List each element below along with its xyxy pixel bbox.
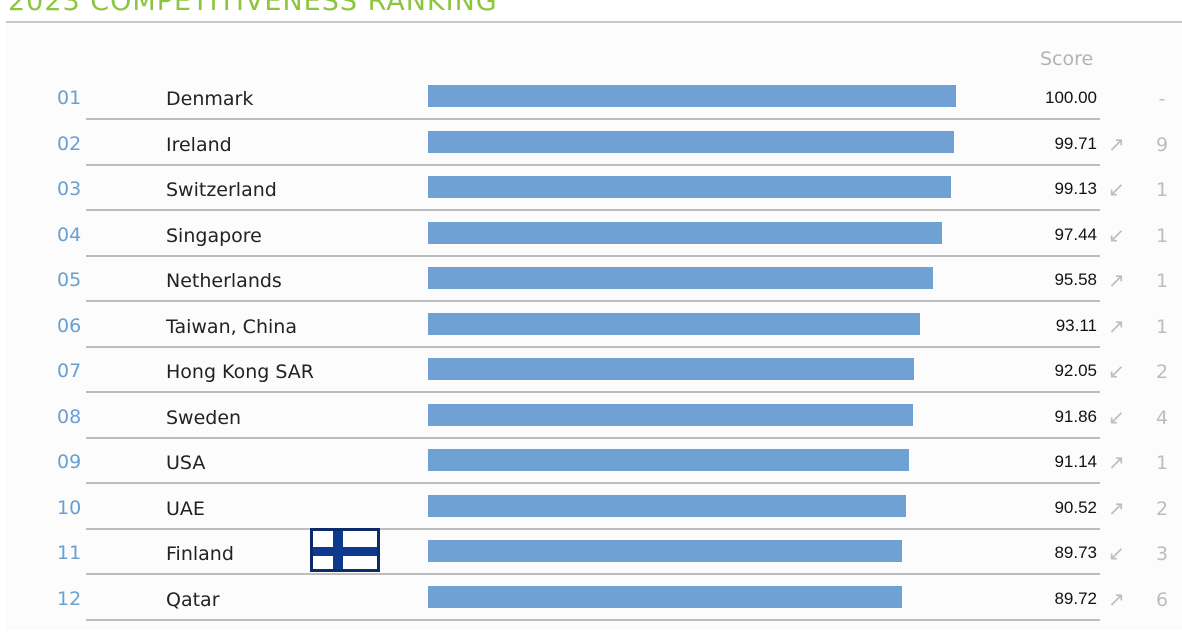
arrow-down-left-icon: ↙ [1108,359,1125,383]
row-divider [86,573,1100,575]
rank-number: 02 [57,132,82,155]
score-bar [428,85,956,107]
score-value: 89.73 [1054,543,1097,562]
rank-change: 1 [1155,270,1169,292]
row-divider [86,618,1100,621]
rank-change: 1 [1155,179,1169,201]
table-row: 01 Denmark 100.00 - [0,85,1182,131]
rank-change: 2 [1155,497,1169,520]
country-name: Ireland [166,133,232,156]
arrow-up-right-icon: ↗ [1108,313,1125,338]
country-name: UAE [166,497,205,520]
arrow-down-left-icon: ↙ [1108,177,1125,201]
country-name: Netherlands [166,270,282,292]
rank-change: 3 [1155,543,1169,565]
rank-change: 1 [1155,452,1169,474]
rank-change: 1 [1155,224,1169,247]
score-value: 92.05 [1054,361,1097,380]
country-name: Sweden [166,406,242,429]
rank-change: 6 [1155,588,1169,611]
table-row: 10 UAE 90.52 ↗ 2 [0,494,1182,541]
row-divider [86,163,1100,166]
rank-change: 1 [1155,315,1169,338]
rank-number: 12 [57,587,82,610]
row-divider [86,209,1100,211]
table-row: 03 Switzerland 99.13 ↙ 1 [0,176,1182,222]
score-value: 91.14 [1054,452,1097,471]
rank-number: 09 [57,451,82,473]
arrow-down-left-icon: ↙ [1108,541,1125,565]
rank-change: 4 [1155,406,1169,429]
row-divider [86,391,1100,393]
row-divider [86,527,1100,530]
row-divider [86,300,1100,302]
score-bar [428,540,902,562]
score-bar [428,130,955,153]
table-row: 11 Finland 89.73 ↙ 3 [0,540,1182,586]
chart-title: 2023 COMPETITIVENESS RANKING [8,0,498,17]
score-bar [428,176,952,198]
score-bar [428,585,902,608]
country-name: Taiwan, China [166,315,297,338]
rank-number: 01 [57,87,82,109]
country-name: Finland [166,543,234,565]
finland-flag-icon [310,528,380,572]
rank-number: 05 [57,269,82,291]
score-bar [428,494,906,517]
score-bar [428,267,933,289]
arrow-up-right-icon: ↗ [1108,131,1125,156]
rank-number: 04 [57,223,82,246]
score-bar [428,221,943,244]
rank-change: 9 [1155,133,1169,156]
score-value: 95.58 [1054,270,1097,289]
rank-number: 06 [57,314,82,337]
table-row: 02 Ireland 99.71 ↗ 9 [0,130,1182,177]
row-divider [86,436,1100,439]
score-value: 99.71 [1054,133,1097,153]
arrow-down-left-icon: ↙ [1108,222,1125,247]
table-row: 09 USA 91.14 ↗ 1 [0,449,1182,495]
arrow-up-right-icon: ↗ [1108,495,1125,520]
row-divider [86,118,1100,120]
score-column-header: Score [1040,48,1094,70]
title-divider [6,21,1182,23]
country-name: Switzerland [166,179,277,201]
score-value: 100.00 [1045,88,1097,107]
table-row: 06 Taiwan, China 93.11 ↗ 1 [0,312,1182,359]
score-value: 99.13 [1054,179,1097,198]
score-value: 97.44 [1054,224,1097,244]
score-value: 89.72 [1054,588,1097,608]
score-bar [428,312,920,335]
arrow-up-right-icon: ↗ [1108,586,1125,611]
country-name: Singapore [166,224,262,247]
table-row: 07 Hong Kong SAR 92.05 ↙ 2 [0,358,1182,404]
score-bar [428,358,915,380]
score-bar [428,403,914,426]
country-name: Hong Kong SAR [166,361,314,383]
table-row: 08 Sweden 91.86 ↙ 4 [0,403,1182,450]
rank-number: 08 [57,405,82,428]
score-value: 93.11 [1055,315,1097,335]
score-value: 91.86 [1054,406,1097,426]
row-divider [86,254,1100,257]
arrow-down-left-icon: ↙ [1108,404,1125,429]
table-row: 05 Netherlands 95.58 ↗ 1 [0,267,1182,313]
score-bar [428,449,910,471]
table-row: 04 Singapore 97.44 ↙ 1 [0,221,1182,268]
row-divider [86,482,1100,484]
arrow-up-right-icon: ↗ [1108,450,1125,474]
rank-number: 07 [57,360,82,382]
country-name: USA [166,452,206,474]
rank-number: 11 [57,542,82,564]
arrow-up-right-icon: ↗ [1108,268,1125,292]
row-divider [86,345,1100,348]
table-row: 12 Qatar 89.72 ↗ 6 [0,585,1182,632]
score-value: 90.52 [1054,497,1097,517]
rank-change: 2 [1155,361,1169,383]
rank-change: - [1158,88,1166,110]
rank-number: 10 [57,496,82,519]
rank-number: 03 [57,178,82,200]
country-name: Qatar [166,588,220,611]
country-name: Denmark [166,88,254,110]
